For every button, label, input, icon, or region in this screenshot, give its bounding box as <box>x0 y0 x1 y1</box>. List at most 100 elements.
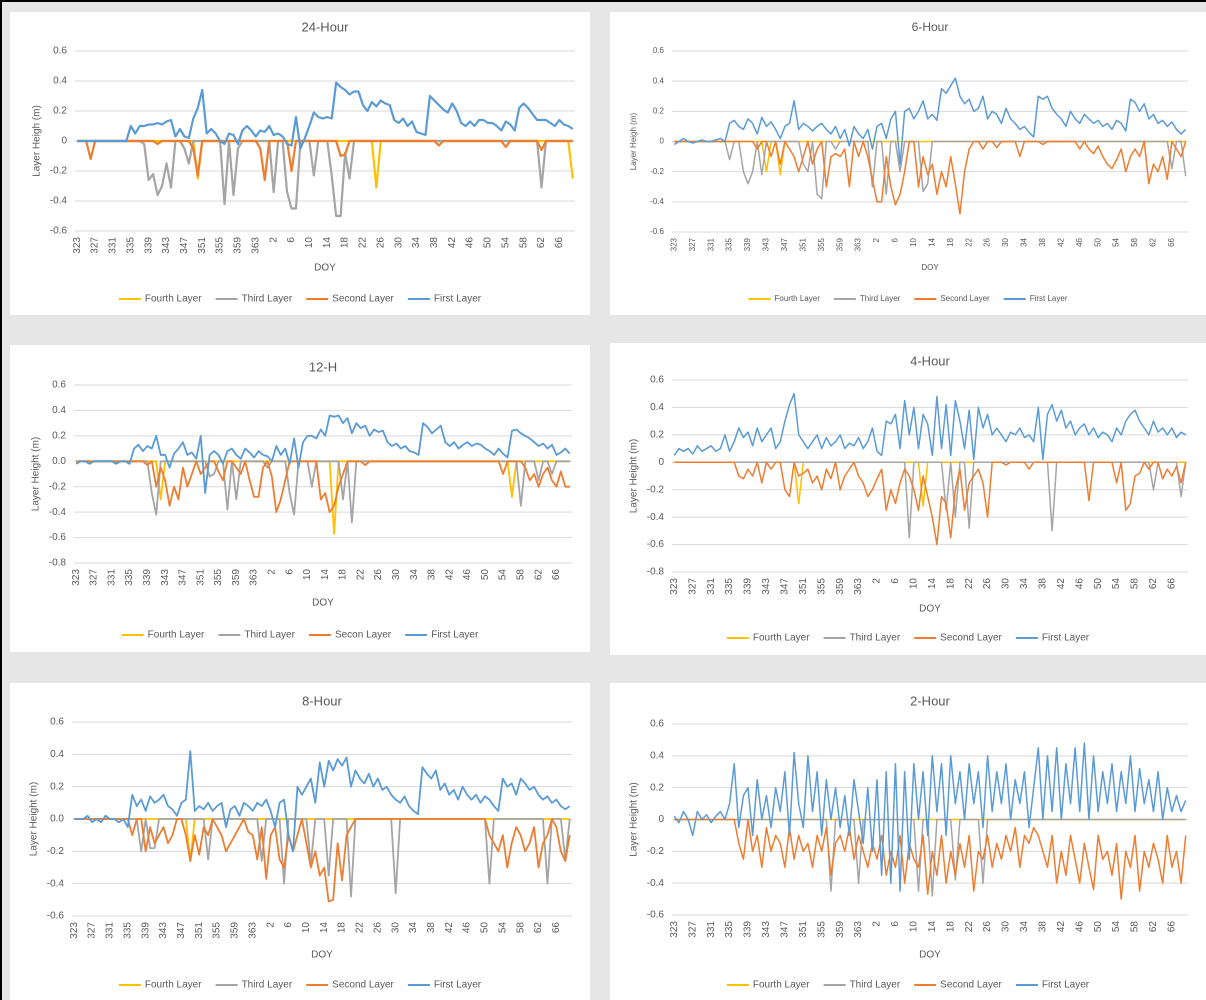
x-tick-label: 351 <box>798 921 809 938</box>
y-tick-label: -0.2 <box>49 481 67 492</box>
x-tick-label: 2 <box>268 237 279 243</box>
series-line <box>74 818 571 903</box>
x-tick-label: 62 <box>1148 921 1159 933</box>
legend-label: First Layer <box>434 294 482 305</box>
y-tick-label: 0 <box>658 814 664 825</box>
x-tick-label: 343 <box>761 921 772 938</box>
legend-label: Third Layer <box>244 630 295 641</box>
y-tick-label: -0.4 <box>50 196 68 207</box>
x-tick-label: 22 <box>964 237 973 246</box>
x-tick-label: 54 <box>498 569 509 581</box>
x-tick-label: 22 <box>964 921 975 933</box>
x-tick-label: 42 <box>1056 237 1065 246</box>
x-tick-label: 355 <box>213 569 224 586</box>
series-line <box>77 139 573 182</box>
x-tick-label: 38 <box>429 237 440 249</box>
x-tick-label: 22 <box>358 237 369 249</box>
chart-title: 24-Hour <box>302 19 350 34</box>
x-tick-label: 18 <box>340 237 351 249</box>
x-tick-label: 343 <box>160 569 171 586</box>
x-tick-label: 6 <box>891 237 900 242</box>
x-tick-label: 30 <box>1001 578 1012 590</box>
x-tick-label: 335 <box>724 578 735 595</box>
legend-label: Second Layer <box>332 980 394 991</box>
x-tick-label: 6 <box>283 922 294 928</box>
x-axis-label: DOY <box>919 604 941 615</box>
x-tick-label: 355 <box>817 237 826 251</box>
y-tick-label: 0.2 <box>653 106 665 115</box>
legend-label: Fourth Layer <box>148 630 205 641</box>
x-tick-label: 62 <box>533 569 544 581</box>
legend-label: First Layer <box>431 630 479 641</box>
x-tick-label: 22 <box>355 922 366 934</box>
y-tick-label: -0.8 <box>647 567 665 578</box>
x-tick-label: 10 <box>301 922 312 934</box>
x-tick-label: 42 <box>1056 578 1067 590</box>
chart-title: 8-Hour <box>302 693 342 708</box>
x-tick-label: 14 <box>319 922 330 934</box>
x-tick-label: 34 <box>1019 921 1030 933</box>
y-tick-label: -0.6 <box>49 532 67 543</box>
series-line <box>74 818 571 898</box>
x-tick-label: 335 <box>124 569 135 586</box>
series-line <box>674 140 1187 200</box>
y-axis-label: Layer Heigh (m) <box>629 112 638 170</box>
chart-panel: 24-Hour -0.6 -0.4 -0.2 0 0.2 0.4 0.6 323 327 331 33… <box>10 12 590 315</box>
x-tick-label: 351 <box>194 922 205 939</box>
x-tick-label: 359 <box>835 578 846 595</box>
x-tick-label: 62 <box>536 237 547 249</box>
x-tick-label: 335 <box>125 237 136 254</box>
x-tick-label: 351 <box>798 237 807 251</box>
x-tick-label: 351 <box>195 569 206 586</box>
x-tick-label: 2 <box>267 569 278 575</box>
y-tick-label: -0.8 <box>49 558 67 569</box>
x-tick-label: 363 <box>247 922 258 939</box>
x-tick-label: 351 <box>798 578 809 595</box>
x-tick-label: 359 <box>231 569 242 586</box>
x-tick-label: 339 <box>142 569 153 586</box>
x-tick-label: 6 <box>284 569 295 575</box>
chart-panel: 4-Hour -0.8 -0.6 -0.4 -0.2 0 0.2 0.4 0.6 323 327 33… <box>610 343 1206 655</box>
x-tick-label: 2 <box>872 921 883 927</box>
y-tick-label: -0.2 <box>647 484 665 495</box>
x-tick-label: 38 <box>426 922 437 934</box>
y-tick-label: -0.6 <box>650 227 664 236</box>
series-line <box>77 81 574 150</box>
y-tick-label: 0.2 <box>52 430 66 441</box>
x-tick-label: 26 <box>375 237 386 249</box>
y-tick-label: 0 <box>660 137 665 146</box>
x-tick-label: 339 <box>743 578 754 595</box>
y-tick-label: 0.6 <box>653 46 665 55</box>
x-tick-label: 14 <box>927 921 938 933</box>
x-tick-label: 58 <box>518 237 529 249</box>
y-tick-label: 0.2 <box>650 429 664 440</box>
x-tick-label: 54 <box>1111 578 1122 590</box>
x-tick-label: 38 <box>1038 237 1047 246</box>
x-tick-label: 34 <box>1020 237 1029 246</box>
x-tick-label: 323 <box>669 578 680 595</box>
x-tick-label: 363 <box>249 569 260 586</box>
x-tick-label: 66 <box>1167 237 1176 246</box>
x-tick-label: 58 <box>515 922 526 934</box>
x-axis-label: DOY <box>921 263 939 272</box>
legend-label: First Layer <box>434 980 482 991</box>
x-tick-label: 46 <box>1074 578 1085 590</box>
x-tick-label: 46 <box>1074 921 1085 933</box>
x-tick-label: 26 <box>982 578 993 590</box>
legend-label: Third Layer <box>850 980 901 991</box>
x-axis-label: DOY <box>311 950 333 961</box>
x-tick-label: 50 <box>1093 578 1104 590</box>
legend-label: Third Layer <box>242 980 293 991</box>
x-tick-label: 54 <box>1111 921 1122 933</box>
panel-background <box>610 12 1206 315</box>
y-tick-label: 0.6 <box>53 46 67 57</box>
x-tick-label: 347 <box>178 569 189 586</box>
x-tick-label: 62 <box>1148 578 1159 590</box>
series-line <box>674 461 1187 546</box>
x-tick-label: 339 <box>143 237 154 254</box>
x-tick-label: 50 <box>1093 921 1104 933</box>
series-line <box>674 140 1187 215</box>
x-tick-label: 38 <box>1038 578 1049 590</box>
